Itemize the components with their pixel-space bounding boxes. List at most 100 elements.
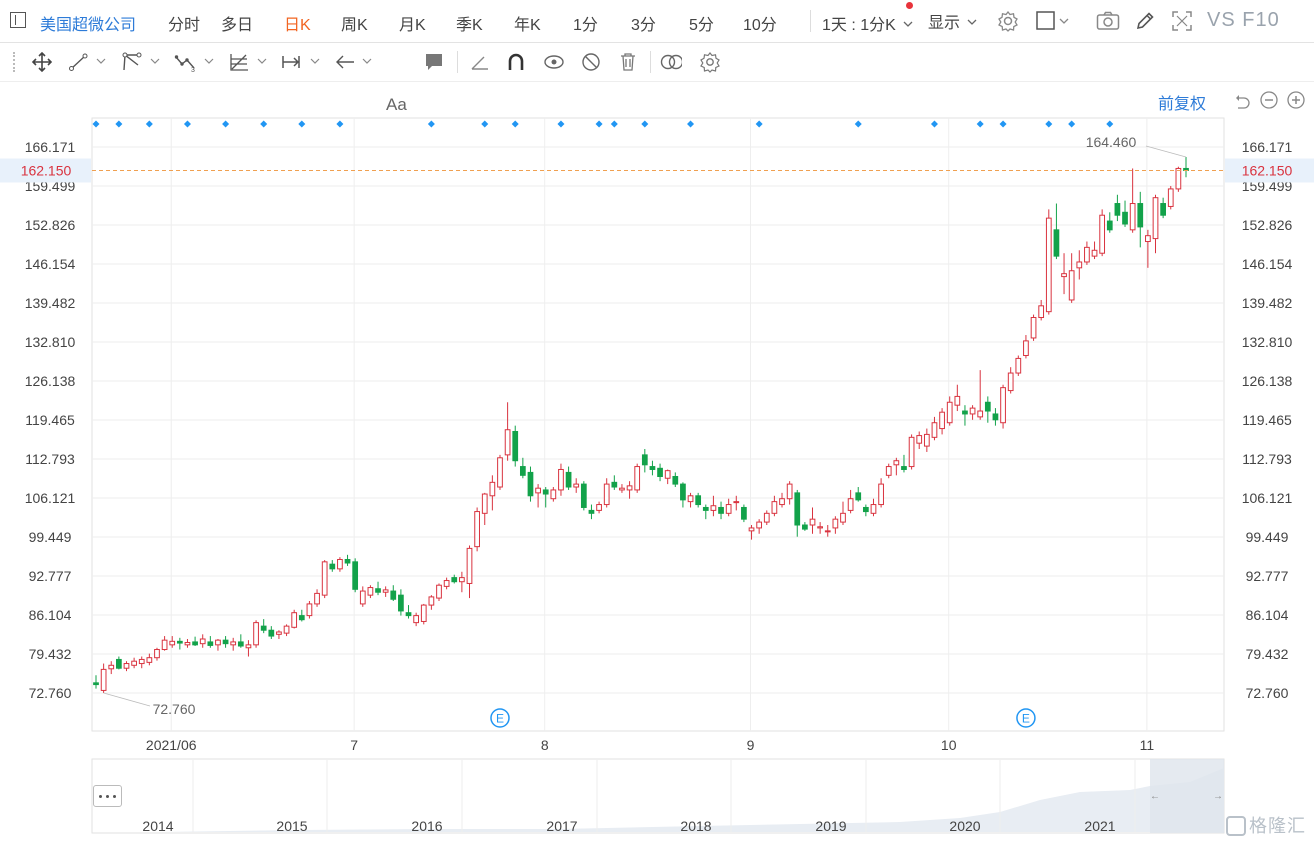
candle[interactable] (298, 609, 305, 622)
candle[interactable] (893, 457, 900, 476)
candle[interactable] (786, 481, 793, 505)
candle[interactable] (580, 481, 587, 511)
tab-period-weekly-k[interactable]: 周K (341, 17, 368, 34)
candle[interactable] (855, 487, 862, 502)
candle[interactable] (1084, 241, 1090, 265)
candle[interactable] (885, 463, 892, 479)
candle[interactable] (710, 495, 717, 517)
channel-tool-icon[interactable] (121, 51, 143, 73)
candle[interactable] (420, 603, 427, 625)
candle[interactable] (1145, 229, 1151, 268)
tab-period-quarterly-k[interactable]: 季K (456, 17, 483, 34)
candle[interactable] (497, 454, 503, 490)
event-flag-marker[interactable] (511, 120, 519, 128)
event-flag-marker[interactable] (336, 120, 344, 128)
text-tool-icon[interactable]: Aa (386, 95, 407, 114)
stock-name[interactable]: 美国超微公司 (40, 17, 137, 34)
candle[interactable] (649, 460, 656, 476)
candle[interactable] (459, 571, 465, 593)
zoom-in-icon[interactable] (1286, 90, 1306, 110)
candle[interactable] (664, 469, 671, 485)
candle[interactable] (634, 463, 641, 493)
candle[interactable] (1122, 200, 1128, 227)
candle[interactable] (862, 504, 869, 517)
candle[interactable] (1137, 191, 1144, 248)
candle[interactable] (398, 589, 404, 616)
wave-tool-icon[interactable]: 3 (174, 51, 196, 74)
event-flag-marker[interactable] (92, 120, 100, 128)
candle[interactable] (1091, 241, 1098, 260)
event-flag-marker[interactable] (427, 120, 435, 128)
candle[interactable] (1030, 314, 1037, 341)
candle[interactable] (573, 478, 580, 493)
candle[interactable] (641, 449, 648, 473)
candle[interactable] (390, 585, 397, 601)
settings-icon[interactable] (997, 10, 1019, 32)
candle[interactable] (558, 463, 564, 496)
candle[interactable] (1000, 384, 1006, 429)
range-tool-icon[interactable] (280, 51, 302, 73)
candle[interactable] (725, 498, 732, 517)
candle[interactable] (794, 489, 801, 537)
candle[interactable] (359, 586, 366, 607)
candle[interactable] (1061, 253, 1067, 295)
event-flag-marker[interactable] (298, 120, 306, 128)
candle[interactable] (306, 600, 313, 619)
candle[interactable] (100, 663, 107, 693)
chevron-down-icon[interactable] (310, 56, 320, 66)
candle[interactable] (954, 384, 961, 412)
candle[interactable] (481, 492, 488, 526)
candle[interactable] (176, 637, 183, 650)
event-flag-marker[interactable] (557, 120, 565, 128)
chevron-down-icon[interactable] (362, 56, 372, 66)
display-select[interactable]: 显示 (928, 9, 977, 33)
event-flag-marker[interactable] (999, 120, 1007, 128)
candle[interactable] (116, 656, 122, 670)
candle[interactable] (245, 640, 252, 657)
candle[interactable] (199, 634, 206, 648)
arrow-tool-icon[interactable] (334, 51, 356, 73)
tab-period-timeshare[interactable]: 分时 (168, 17, 201, 34)
candle[interactable] (154, 647, 160, 661)
candle[interactable] (779, 492, 785, 508)
candle[interactable] (611, 475, 618, 490)
candle[interactable] (565, 466, 572, 490)
candle[interactable] (901, 454, 907, 473)
event-flag-marker[interactable] (1068, 120, 1076, 128)
candle[interactable] (1038, 299, 1045, 321)
candle[interactable] (367, 585, 374, 599)
event-flag-marker[interactable] (260, 120, 268, 128)
candle[interactable] (1129, 168, 1136, 233)
more-options-button[interactable] (93, 785, 122, 807)
candle[interactable] (215, 638, 221, 651)
candle[interactable] (832, 516, 839, 534)
candle[interactable] (878, 478, 884, 508)
visibility-icon[interactable] (543, 51, 565, 73)
candle[interactable] (984, 396, 991, 423)
candle[interactable] (931, 416, 938, 441)
candle[interactable] (382, 586, 389, 597)
candle[interactable] (276, 630, 282, 639)
event-flag-marker[interactable] (481, 120, 489, 128)
tab-period-5min[interactable]: 5分 (689, 17, 714, 34)
candle[interactable] (291, 609, 298, 629)
candle[interactable] (519, 457, 526, 479)
candle[interactable] (603, 478, 610, 508)
layout-icon[interactable] (1036, 10, 1069, 32)
event-flag-marker[interactable] (1045, 120, 1053, 128)
event-flag-marker[interactable] (1106, 120, 1114, 128)
event-flag-marker[interactable] (755, 120, 763, 128)
pencil-icon[interactable] (1134, 10, 1156, 32)
candle[interactable] (329, 560, 336, 572)
candle[interactable] (466, 545, 473, 599)
candle[interactable] (1160, 197, 1166, 219)
candle[interactable] (314, 589, 320, 607)
event-flag-marker[interactable] (145, 120, 153, 128)
candle[interactable] (840, 501, 846, 526)
candle[interactable] (428, 595, 435, 610)
tab-period-multiday[interactable]: 多日 (221, 17, 254, 34)
candle[interactable] (809, 507, 816, 534)
candlestick-chart[interactable]: 166.171159.499152.826146.154139.482132.8… (0, 110, 1314, 760)
candle[interactable] (474, 507, 480, 552)
candle[interactable] (916, 431, 923, 450)
